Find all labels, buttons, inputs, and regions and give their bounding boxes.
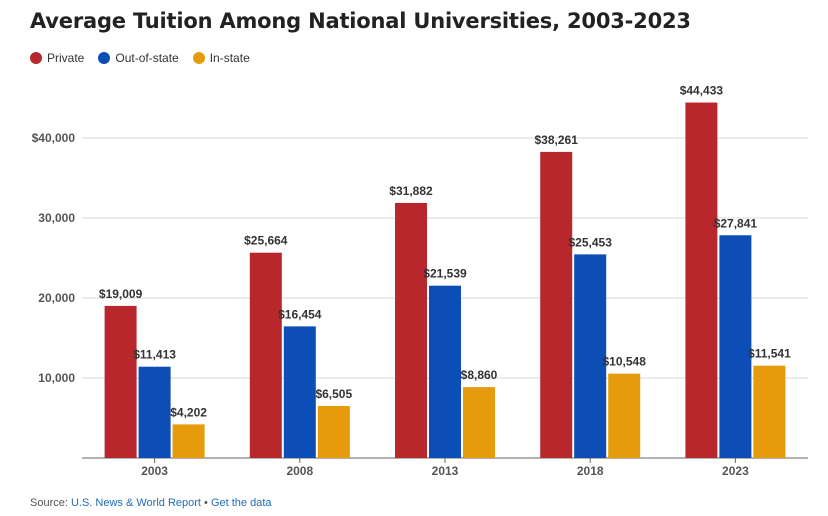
chart-title: Average Tuition Among National Universit… — [30, 9, 691, 33]
legend-label-out-of-state: Out-of-state — [115, 51, 179, 65]
bar-in-state — [317, 405, 350, 458]
bar-private — [104, 305, 137, 458]
data-label: $11,541 — [748, 347, 791, 361]
legend-swatch-private — [30, 52, 42, 64]
data-label: $8,860 — [461, 368, 498, 382]
legend-label-in-state: In-state — [209, 51, 250, 65]
data-label: $10,548 — [603, 355, 647, 369]
data-label: $25,664 — [244, 234, 288, 248]
data-label: $16,454 — [278, 307, 322, 321]
bar-in-state — [172, 424, 205, 458]
data-label: $19,009 — [99, 287, 143, 301]
bar-out-of-state — [429, 285, 461, 458]
bar-in-state — [608, 373, 641, 458]
data-label: $25,453 — [569, 235, 613, 249]
y-tick-label: $40,000 — [32, 131, 76, 145]
data-label: $21,539 — [423, 267, 467, 281]
source-link[interactable]: U.S. News & World Report — [70, 497, 201, 509]
source-separator: • — [200, 497, 211, 509]
bar-out-of-state — [574, 254, 607, 458]
bar-out-of-state — [138, 366, 171, 458]
data-label: $4,202 — [170, 405, 207, 419]
chart-legend: Private Out-of-state In-state — [30, 51, 264, 65]
legend-label-private: Private — [47, 51, 85, 65]
bar-private — [249, 252, 282, 458]
bar-private — [540, 151, 573, 459]
data-label: $11,413 — [133, 348, 176, 362]
legend-item-out-of-state: Out-of-state — [98, 51, 179, 65]
y-tick-label: 10,000 — [38, 371, 75, 385]
data-label: $44,433 — [680, 84, 724, 98]
bar-in-state — [463, 387, 495, 458]
legend-item-private: Private — [30, 51, 84, 65]
bar-private — [685, 102, 718, 458]
bar-out-of-state — [283, 326, 316, 458]
data-label: $38,261 — [535, 133, 579, 147]
legend-item-in-state: In-state — [192, 51, 250, 65]
legend-swatch-out-of-state — [98, 52, 111, 64]
data-label: $6,505 — [315, 387, 352, 401]
bar-in-state — [753, 365, 786, 458]
data-label: $27,841 — [714, 216, 758, 230]
y-tick-label: 20,000 — [38, 291, 75, 305]
source-prefix: Source: — [30, 497, 71, 509]
x-tick-label: 2008 — [286, 464, 313, 478]
legend-swatch-in-state — [192, 52, 205, 64]
bar-private — [395, 202, 427, 458]
x-tick-label: 2018 — [577, 464, 604, 478]
data-label: $31,882 — [389, 184, 433, 198]
x-tick-label: 2013 — [432, 464, 459, 478]
y-tick-label: 30,000 — [38, 211, 75, 225]
x-tick-label: 2003 — [141, 464, 168, 478]
x-tick-label: 2023 — [722, 464, 749, 478]
bar-out-of-state — [719, 235, 752, 458]
source-line: Source: U.S. News & World Report • Get t… — [30, 497, 272, 509]
get-the-data-link[interactable]: Get the data — [210, 497, 272, 509]
